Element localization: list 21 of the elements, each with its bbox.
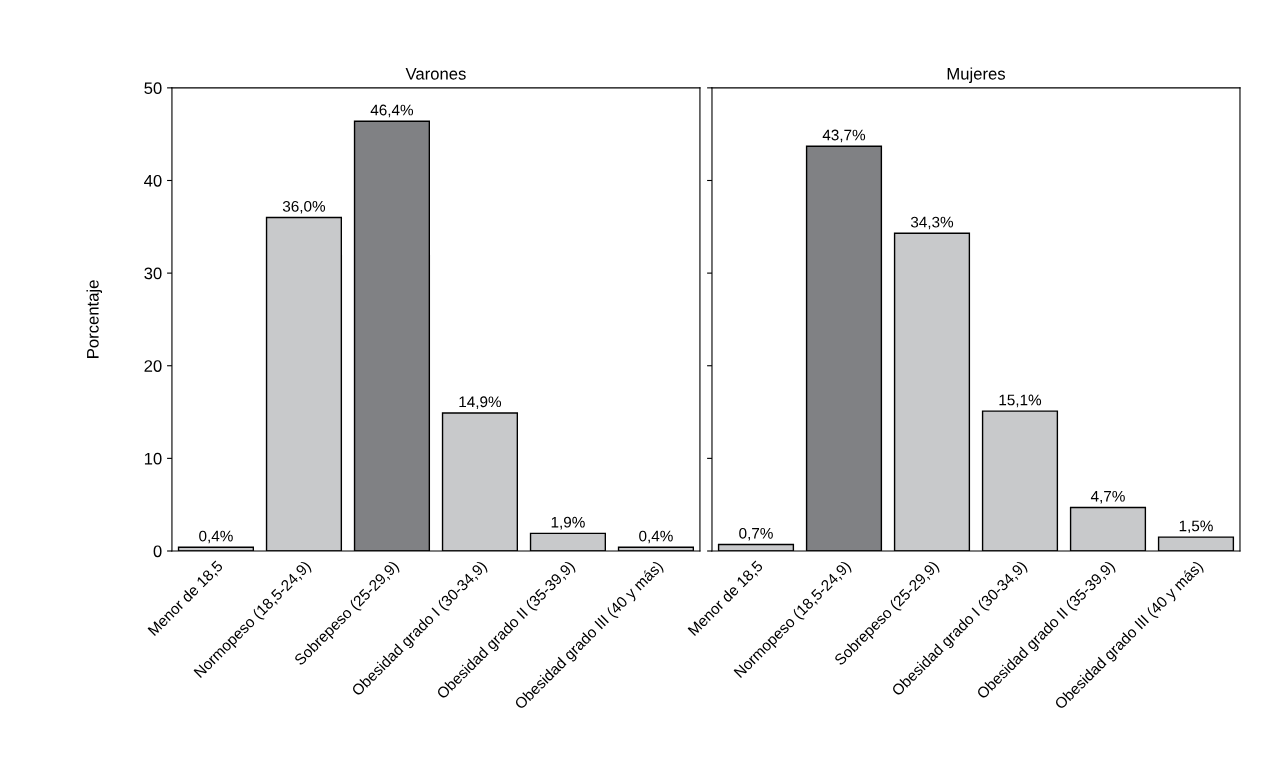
data-label: 46,4% — [370, 104, 414, 118]
chart-title: Mujeres — [947, 67, 1006, 83]
y-axis-title: Porcentaje — [86, 280, 103, 358]
data-label: 0,4% — [639, 530, 673, 544]
chart-title: Varones — [405, 68, 466, 80]
y-tick-label: 10 — [144, 452, 162, 465]
data-label: 1,9% — [551, 516, 585, 530]
y-tick-label: 40 — [144, 174, 162, 187]
data-label: 15,1% — [999, 394, 1042, 408]
data-label: 4,7% — [1090, 490, 1125, 504]
data-label: 43,7% — [822, 129, 866, 143]
y-tick-label: 50 — [144, 82, 162, 95]
data-label: 34,3% — [910, 216, 954, 230]
y-tick-label: 20 — [144, 360, 162, 372]
y-tick-label: 0 — [153, 545, 162, 558]
data-label: 1,5% — [1179, 520, 1213, 534]
data-label: 0,4% — [199, 530, 233, 544]
data-label: 36,0% — [282, 200, 326, 214]
y-tick-label: 30 — [144, 267, 162, 280]
data-label: 14,9% — [459, 396, 502, 409]
data-label: 0,7% — [739, 527, 773, 541]
